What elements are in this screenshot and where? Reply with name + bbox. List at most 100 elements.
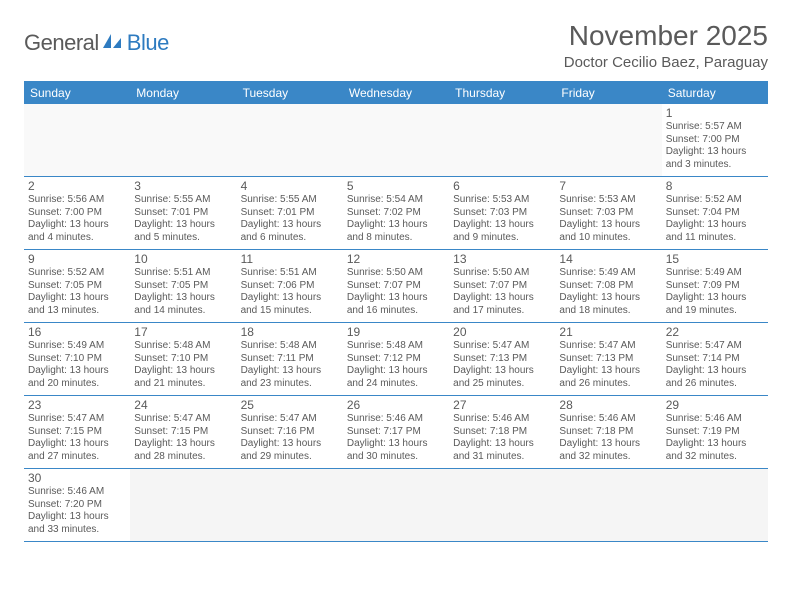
day-25: 25Sunrise: 5:47 AMSunset: 7:16 PMDayligh… <box>237 396 343 468</box>
day-28: 28Sunrise: 5:46 AMSunset: 7:18 PMDayligh… <box>555 396 661 468</box>
day-info: Sunrise: 5:51 AMSunset: 7:06 PMDaylight:… <box>241 267 339 317</box>
day-20: 20Sunrise: 5:47 AMSunset: 7:13 PMDayligh… <box>449 323 555 395</box>
day-10: 10Sunrise: 5:51 AMSunset: 7:05 PMDayligh… <box>130 250 236 322</box>
day-info: Sunrise: 5:48 AMSunset: 7:12 PMDaylight:… <box>347 340 445 390</box>
empty-cell <box>237 104 343 176</box>
day-number: 14 <box>559 252 657 266</box>
day-info: Sunrise: 5:49 AMSunset: 7:09 PMDaylight:… <box>666 267 764 317</box>
calendar: SundayMondayTuesdayWednesdayThursdayFrid… <box>24 81 768 542</box>
header: General Blue November 2025 Doctor Cecili… <box>24 20 768 77</box>
day-info: Sunrise: 5:54 AMSunset: 7:02 PMDaylight:… <box>347 194 445 244</box>
day-info: Sunrise: 5:46 AMSunset: 7:18 PMDaylight:… <box>559 413 657 463</box>
day-number: 23 <box>28 398 126 412</box>
day-19: 19Sunrise: 5:48 AMSunset: 7:12 PMDayligh… <box>343 323 449 395</box>
weekday-saturday: Saturday <box>662 82 768 104</box>
day-number: 6 <box>453 179 551 193</box>
week-row: 23Sunrise: 5:47 AMSunset: 7:15 PMDayligh… <box>24 396 768 469</box>
day-number: 26 <box>347 398 445 412</box>
week-row: 2Sunrise: 5:56 AMSunset: 7:00 PMDaylight… <box>24 177 768 250</box>
day-number: 10 <box>134 252 232 266</box>
day-info: Sunrise: 5:46 AMSunset: 7:20 PMDaylight:… <box>28 486 126 536</box>
day-number: 18 <box>241 325 339 339</box>
empty-cell <box>449 104 555 176</box>
empty-cell <box>449 469 555 541</box>
day-21: 21Sunrise: 5:47 AMSunset: 7:13 PMDayligh… <box>555 323 661 395</box>
week-row: 9Sunrise: 5:52 AMSunset: 7:05 PMDaylight… <box>24 250 768 323</box>
weekday-monday: Monday <box>130 82 236 104</box>
empty-cell <box>237 469 343 541</box>
day-number: 28 <box>559 398 657 412</box>
day-number: 25 <box>241 398 339 412</box>
day-12: 12Sunrise: 5:50 AMSunset: 7:07 PMDayligh… <box>343 250 449 322</box>
weekday-tuesday: Tuesday <box>237 82 343 104</box>
day-22: 22Sunrise: 5:47 AMSunset: 7:14 PMDayligh… <box>662 323 768 395</box>
logo-text-blue: Blue <box>127 30 169 56</box>
title-block: November 2025 Doctor Cecilio Baez, Parag… <box>564 20 768 77</box>
day-number: 22 <box>666 325 764 339</box>
weekday-sunday: Sunday <box>24 82 130 104</box>
logo-text-general: General <box>24 30 99 56</box>
day-18: 18Sunrise: 5:48 AMSunset: 7:11 PMDayligh… <box>237 323 343 395</box>
day-info: Sunrise: 5:48 AMSunset: 7:11 PMDaylight:… <box>241 340 339 390</box>
day-info: Sunrise: 5:46 AMSunset: 7:18 PMDaylight:… <box>453 413 551 463</box>
day-info: Sunrise: 5:50 AMSunset: 7:07 PMDaylight:… <box>347 267 445 317</box>
day-13: 13Sunrise: 5:50 AMSunset: 7:07 PMDayligh… <box>449 250 555 322</box>
weekday-header-row: SundayMondayTuesdayWednesdayThursdayFrid… <box>24 82 768 104</box>
day-info: Sunrise: 5:49 AMSunset: 7:08 PMDaylight:… <box>559 267 657 317</box>
day-11: 11Sunrise: 5:51 AMSunset: 7:06 PMDayligh… <box>237 250 343 322</box>
day-27: 27Sunrise: 5:46 AMSunset: 7:18 PMDayligh… <box>449 396 555 468</box>
logo: General Blue <box>24 30 169 56</box>
day-info: Sunrise: 5:47 AMSunset: 7:15 PMDaylight:… <box>28 413 126 463</box>
week-row: 1Sunrise: 5:57 AMSunset: 7:00 PMDaylight… <box>24 104 768 177</box>
day-info: Sunrise: 5:46 AMSunset: 7:17 PMDaylight:… <box>347 413 445 463</box>
day-info: Sunrise: 5:52 AMSunset: 7:04 PMDaylight:… <box>666 194 764 244</box>
empty-cell <box>555 469 661 541</box>
day-number: 16 <box>28 325 126 339</box>
empty-cell <box>343 104 449 176</box>
day-info: Sunrise: 5:47 AMSunset: 7:16 PMDaylight:… <box>241 413 339 463</box>
day-23: 23Sunrise: 5:47 AMSunset: 7:15 PMDayligh… <box>24 396 130 468</box>
weekday-friday: Friday <box>555 82 661 104</box>
day-info: Sunrise: 5:55 AMSunset: 7:01 PMDaylight:… <box>241 194 339 244</box>
day-info: Sunrise: 5:46 AMSunset: 7:19 PMDaylight:… <box>666 413 764 463</box>
empty-cell <box>130 104 236 176</box>
empty-cell <box>662 469 768 541</box>
day-number: 4 <box>241 179 339 193</box>
day-5: 5Sunrise: 5:54 AMSunset: 7:02 PMDaylight… <box>343 177 449 249</box>
day-6: 6Sunrise: 5:53 AMSunset: 7:03 PMDaylight… <box>449 177 555 249</box>
day-info: Sunrise: 5:55 AMSunset: 7:01 PMDaylight:… <box>134 194 232 244</box>
day-number: 30 <box>28 471 126 485</box>
week-row: 16Sunrise: 5:49 AMSunset: 7:10 PMDayligh… <box>24 323 768 396</box>
day-15: 15Sunrise: 5:49 AMSunset: 7:09 PMDayligh… <box>662 250 768 322</box>
day-number: 20 <box>453 325 551 339</box>
empty-cell <box>555 104 661 176</box>
day-info: Sunrise: 5:48 AMSunset: 7:10 PMDaylight:… <box>134 340 232 390</box>
day-number: 11 <box>241 252 339 266</box>
day-info: Sunrise: 5:51 AMSunset: 7:05 PMDaylight:… <box>134 267 232 317</box>
day-1: 1Sunrise: 5:57 AMSunset: 7:00 PMDaylight… <box>662 104 768 176</box>
day-number: 1 <box>666 106 764 120</box>
day-number: 21 <box>559 325 657 339</box>
day-14: 14Sunrise: 5:49 AMSunset: 7:08 PMDayligh… <box>555 250 661 322</box>
day-info: Sunrise: 5:53 AMSunset: 7:03 PMDaylight:… <box>453 194 551 244</box>
day-number: 29 <box>666 398 764 412</box>
day-8: 8Sunrise: 5:52 AMSunset: 7:04 PMDaylight… <box>662 177 768 249</box>
week-row: 30Sunrise: 5:46 AMSunset: 7:20 PMDayligh… <box>24 469 768 542</box>
day-4: 4Sunrise: 5:55 AMSunset: 7:01 PMDaylight… <box>237 177 343 249</box>
day-info: Sunrise: 5:49 AMSunset: 7:10 PMDaylight:… <box>28 340 126 390</box>
day-16: 16Sunrise: 5:49 AMSunset: 7:10 PMDayligh… <box>24 323 130 395</box>
day-number: 27 <box>453 398 551 412</box>
day-info: Sunrise: 5:52 AMSunset: 7:05 PMDaylight:… <box>28 267 126 317</box>
day-info: Sunrise: 5:47 AMSunset: 7:13 PMDaylight:… <box>559 340 657 390</box>
month-title: November 2025 <box>564 20 768 52</box>
day-number: 15 <box>666 252 764 266</box>
day-number: 13 <box>453 252 551 266</box>
day-info: Sunrise: 5:47 AMSunset: 7:14 PMDaylight:… <box>666 340 764 390</box>
day-9: 9Sunrise: 5:52 AMSunset: 7:05 PMDaylight… <box>24 250 130 322</box>
day-24: 24Sunrise: 5:47 AMSunset: 7:15 PMDayligh… <box>130 396 236 468</box>
empty-cell <box>130 469 236 541</box>
day-number: 3 <box>134 179 232 193</box>
day-3: 3Sunrise: 5:55 AMSunset: 7:01 PMDaylight… <box>130 177 236 249</box>
day-2: 2Sunrise: 5:56 AMSunset: 7:00 PMDaylight… <box>24 177 130 249</box>
day-number: 7 <box>559 179 657 193</box>
